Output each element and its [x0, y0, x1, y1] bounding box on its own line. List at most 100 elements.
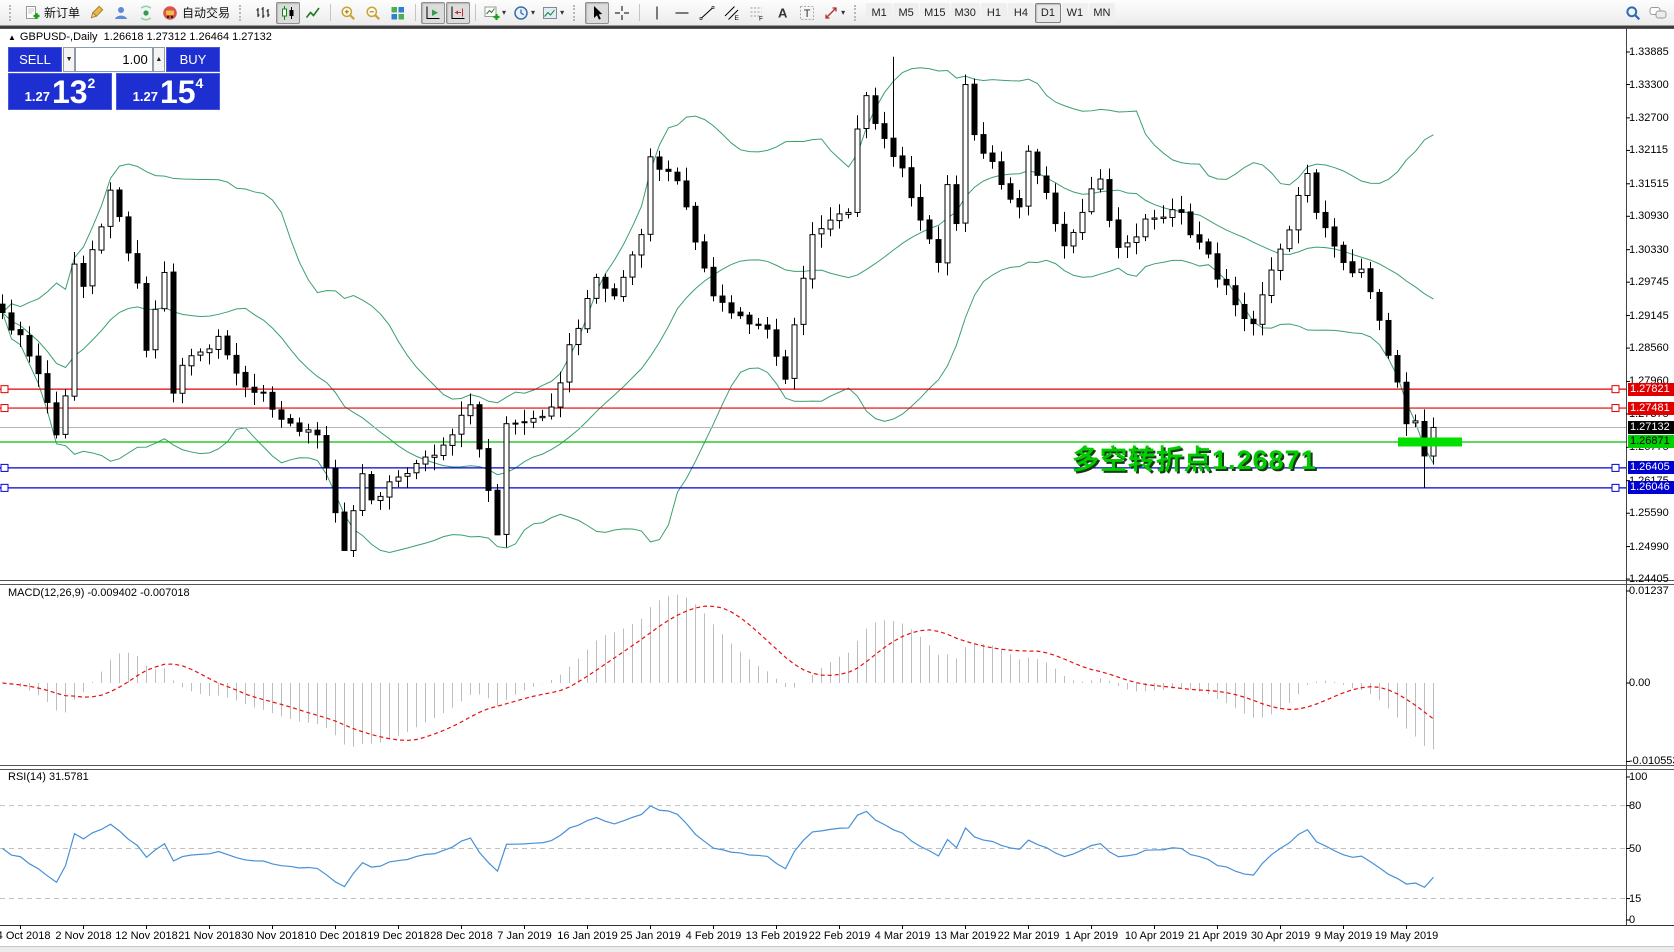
buy-button[interactable]: BUY [166, 47, 220, 72]
toolbar-drag-handle[interactable] [854, 4, 860, 21]
bollinger-upper [2, 67, 1434, 404]
new-order-button[interactable]: 新订单 [21, 2, 83, 24]
candle-body [386, 481, 393, 498]
crosshair-button[interactable] [610, 2, 634, 24]
timeframe-m15[interactable]: M15 [920, 2, 950, 23]
candle-body [1331, 226, 1338, 247]
fibo-icon: F [749, 5, 765, 21]
horizontal-line-button[interactable] [670, 2, 694, 24]
candle-body [89, 249, 96, 287]
candle-body [233, 354, 240, 374]
timeframe-d1[interactable]: D1 [1034, 2, 1061, 23]
candle-body [1394, 355, 1401, 383]
zoom-out-button[interactable] [361, 2, 385, 24]
sell-button[interactable]: SELL [8, 47, 62, 72]
textA-icon: A [774, 5, 790, 21]
autotrading-button[interactable]: 自动交易 [159, 2, 233, 24]
macd-pane[interactable] [2, 594, 1434, 750]
candle-body [944, 184, 951, 264]
candle-body [44, 373, 51, 403]
price-tick-label: 1.30330 [1629, 243, 1669, 256]
candle-body [575, 327, 582, 346]
candle-body [242, 371, 249, 388]
sell-price[interactable]: 1.27 13 2 [8, 73, 112, 110]
toolbar-drag-handle[interactable] [239, 4, 245, 21]
templates-button[interactable]: ▾ [539, 2, 567, 24]
search-button[interactable] [1621, 2, 1645, 24]
candle-body [800, 277, 807, 325]
date-label: 30 Apr 2019 [1250, 930, 1311, 942]
periods-button[interactable]: ▾ [510, 2, 538, 24]
zoom-in-icon [340, 5, 356, 21]
timeframe-m5[interactable]: M5 [893, 2, 920, 23]
pivot-highlight-bar[interactable] [1398, 437, 1462, 447]
fibonacci-button[interactable]: F [745, 2, 769, 24]
zoom-in-button[interactable] [336, 2, 360, 24]
candle-body [332, 467, 339, 514]
timeframe-h4[interactable]: H4 [1007, 2, 1034, 23]
candle-body [8, 312, 15, 331]
hline-handle[interactable] [0, 404, 9, 413]
candle-body [413, 463, 420, 474]
volume-input[interactable] [75, 47, 153, 72]
hline-handle[interactable] [1611, 483, 1620, 492]
line-chart-button[interactable] [301, 2, 325, 24]
broadcast-button[interactable] [134, 2, 158, 24]
timeframe-w1[interactable]: W1 [1061, 2, 1088, 23]
equidistant-channel-button[interactable]: E [720, 2, 744, 24]
candle-body [251, 386, 258, 393]
candle-body [908, 167, 915, 199]
hline-handle[interactable] [0, 463, 9, 472]
trendline-button[interactable] [695, 2, 719, 24]
hline-handle[interactable] [1611, 404, 1620, 413]
candle-body [1403, 381, 1410, 425]
auto-scroll-button[interactable] [421, 1, 446, 24]
new-chart-button[interactable]: ▾ [481, 2, 509, 24]
candle-body [314, 429, 321, 436]
hline-handle[interactable] [0, 483, 9, 492]
cursor-button[interactable] [585, 1, 610, 24]
timeframe-m1[interactable]: M1 [866, 2, 893, 23]
rsi-pane[interactable] [0, 805, 1626, 900]
arrows-button[interactable]: ▾ [820, 2, 848, 24]
timeframe-mn[interactable]: MN [1088, 2, 1115, 23]
styler-button[interactable] [84, 2, 108, 24]
bar-chart-button[interactable] [251, 2, 275, 24]
chart-shift-button[interactable] [446, 1, 471, 24]
candle-body [377, 495, 384, 502]
chat-button[interactable] [1646, 2, 1670, 24]
candlestick-chart-button[interactable] [276, 1, 301, 24]
candle-body [296, 422, 303, 432]
text-button[interactable]: A [770, 2, 794, 24]
hline-handle[interactable] [0, 385, 9, 394]
candle-body [1007, 183, 1014, 200]
main-pane[interactable] [0, 56, 1626, 558]
candle-body [638, 234, 645, 256]
vertical-line-button[interactable] [645, 2, 669, 24]
rsi-axis-label: 80 [1629, 799, 1642, 812]
volume-decrease-button[interactable]: ▼ [63, 47, 76, 72]
candle-body [323, 435, 330, 469]
toolbar-drag-handle[interactable] [573, 4, 579, 21]
candle-body [1232, 285, 1239, 306]
hline-handle[interactable] [1611, 385, 1620, 394]
timeframe-h1[interactable]: H1 [980, 2, 1007, 23]
rsi-axis-label: 0 [1629, 914, 1636, 926]
hline-handle[interactable] [1611, 463, 1620, 472]
svg-text:T: T [804, 8, 811, 20]
price-tick-label: 1.32115 [1629, 144, 1668, 157]
toolbar-separator [415, 4, 417, 21]
buy-price[interactable]: 1.27 15 4 [116, 73, 220, 110]
timeframe-m30[interactable]: M30 [950, 2, 980, 23]
toolbar-drag-handle[interactable] [9, 4, 15, 21]
price-tick-label: 1.24990 [1629, 540, 1669, 553]
text-label-button[interactable]: T [795, 2, 819, 24]
tile-windows-button[interactable] [386, 2, 410, 24]
profile-button[interactable] [109, 2, 133, 24]
price-tick-label: 1.29145 [1629, 309, 1669, 322]
chart-expand-icon[interactable]: ▲ [8, 33, 16, 42]
volume-increase-button[interactable]: ▲ [152, 47, 165, 72]
candle-body [953, 184, 960, 225]
